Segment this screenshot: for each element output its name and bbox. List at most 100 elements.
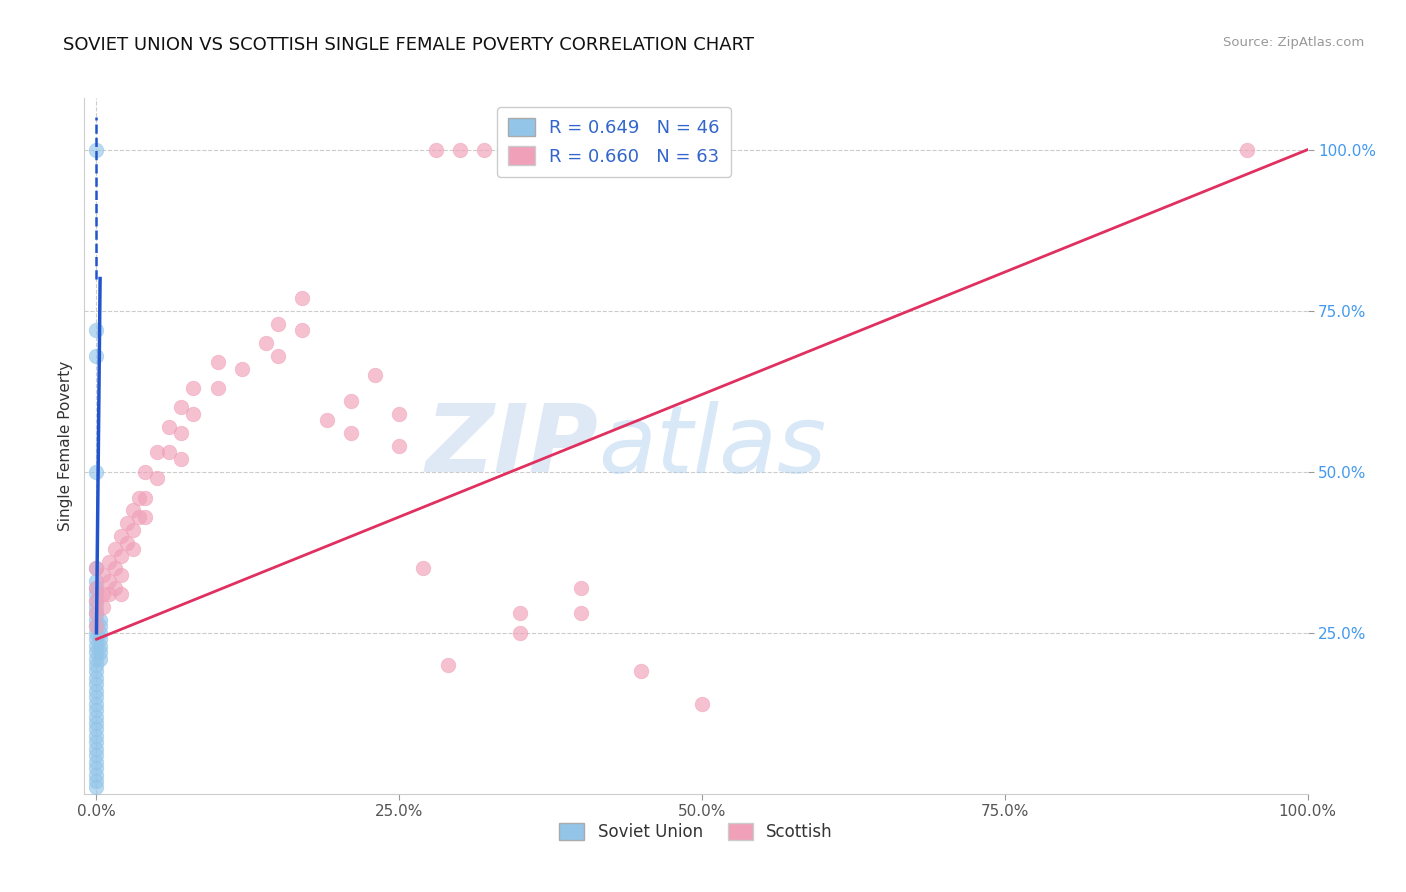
Point: [89, 625, 111, 640]
Point: [254, 335, 277, 350]
Text: Source: ZipAtlas.com: Source: ZipAtlas.com: [1223, 36, 1364, 49]
Point: [86, 774, 108, 789]
Point: [267, 317, 290, 331]
Point: [86, 703, 108, 717]
Point: [86, 729, 108, 743]
Point: [86, 723, 108, 737]
Point: [89, 613, 111, 627]
Point: [86, 671, 108, 685]
Point: [97, 555, 120, 569]
Point: [91, 600, 114, 615]
Point: [91, 587, 114, 601]
Point: [569, 607, 592, 621]
Point: [86, 645, 108, 659]
Text: atlas: atlas: [598, 401, 827, 491]
Point: [104, 581, 127, 595]
Point: [128, 491, 150, 505]
Point: [86, 748, 108, 763]
Point: [86, 593, 108, 607]
Point: [170, 451, 193, 466]
Point: [364, 368, 387, 383]
Point: [86, 735, 108, 749]
Point: [110, 567, 132, 582]
Point: [183, 407, 205, 421]
Point: [315, 413, 337, 427]
Point: [115, 516, 138, 531]
Point: [170, 401, 193, 415]
Point: [267, 349, 290, 363]
Point: [86, 658, 108, 673]
Point: [86, 665, 108, 679]
Point: [89, 632, 111, 647]
Point: [97, 574, 120, 589]
Point: [690, 697, 713, 711]
Point: [86, 690, 108, 705]
Point: [436, 658, 458, 673]
Point: [89, 619, 111, 633]
Point: [104, 561, 127, 575]
Point: [86, 697, 108, 711]
Point: [509, 607, 531, 621]
Point: [509, 625, 531, 640]
Text: SOVIET UNION VS SCOTTISH SINGLE FEMALE POVERTY CORRELATION CHART: SOVIET UNION VS SCOTTISH SINGLE FEMALE P…: [63, 36, 754, 54]
Point: [86, 780, 108, 795]
Point: [183, 381, 205, 395]
Point: [86, 561, 108, 575]
Point: [97, 587, 120, 601]
Point: [86, 651, 108, 665]
Y-axis label: Single Female Poverty: Single Female Poverty: [58, 361, 73, 531]
Point: [569, 581, 592, 595]
Legend: Soviet Union, Scottish: Soviet Union, Scottish: [553, 817, 839, 848]
Point: [89, 651, 111, 665]
Point: [291, 323, 314, 337]
Point: [1236, 143, 1258, 157]
Point: [388, 407, 411, 421]
Point: [115, 535, 138, 549]
Point: [86, 761, 108, 775]
Point: [388, 439, 411, 453]
Point: [86, 619, 108, 633]
Point: [128, 509, 150, 524]
Point: [110, 587, 132, 601]
Point: [86, 741, 108, 756]
Point: [86, 600, 108, 615]
Point: [121, 523, 143, 537]
Point: [425, 143, 447, 157]
Point: [86, 716, 108, 731]
Point: [86, 581, 108, 595]
Point: [86, 625, 108, 640]
Point: [340, 426, 363, 441]
Point: [340, 393, 363, 408]
Point: [86, 619, 108, 633]
Point: [86, 465, 108, 479]
Point: [207, 355, 229, 369]
Point: [593, 143, 616, 157]
Point: [146, 445, 169, 459]
Point: [86, 349, 108, 363]
Point: [86, 639, 108, 653]
Point: [86, 767, 108, 781]
Point: [86, 574, 108, 589]
Point: [86, 683, 108, 698]
Point: [207, 381, 229, 395]
Point: [86, 755, 108, 769]
Point: [157, 445, 180, 459]
Point: [86, 143, 108, 157]
Point: [104, 542, 127, 557]
Point: [412, 561, 434, 575]
Point: [86, 632, 108, 647]
Point: [91, 567, 114, 582]
Point: [86, 581, 108, 595]
Point: [449, 143, 471, 157]
Point: [121, 542, 143, 557]
Point: [86, 587, 108, 601]
Text: ZIP: ZIP: [425, 400, 598, 492]
Point: [86, 593, 108, 607]
Point: [496, 143, 519, 157]
Point: [630, 665, 652, 679]
Point: [134, 491, 156, 505]
Point: [89, 639, 111, 653]
Point: [110, 549, 132, 563]
Point: [134, 509, 156, 524]
Point: [89, 645, 111, 659]
